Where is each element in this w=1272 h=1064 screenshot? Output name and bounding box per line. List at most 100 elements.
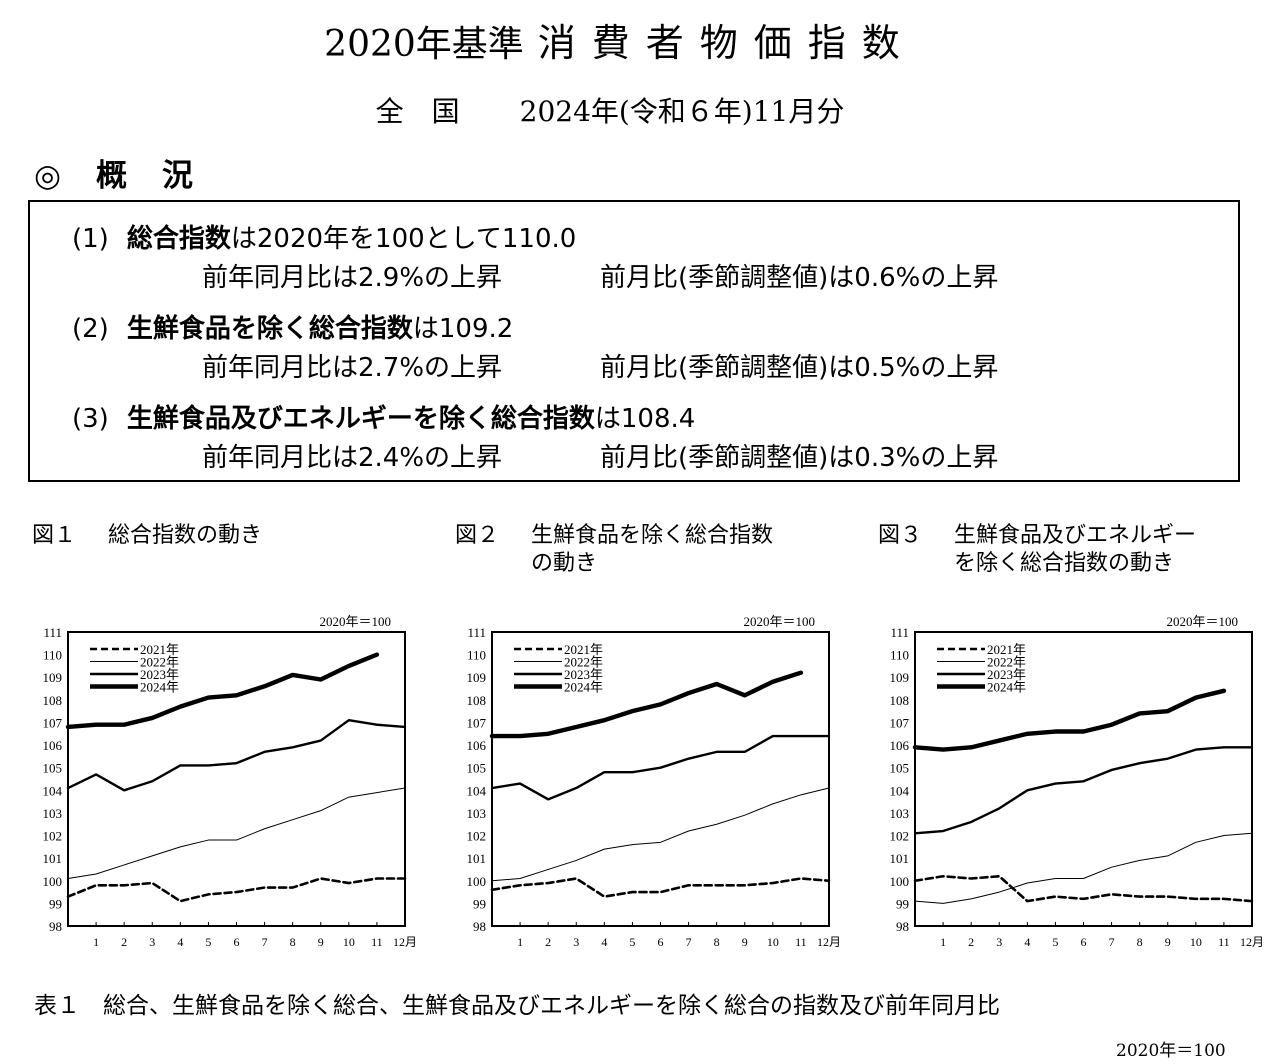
figure-title: 生鮮食品及びエネルギー [954,523,1197,548]
x-tick-label: 9 [318,935,324,949]
series-line-2022年 [914,832,1253,904]
x-tick-label: 1 [517,935,523,949]
figure-title: 総合指数の動き [108,523,263,548]
chart-figure-2: 9899100101102103104105106107108109110111… [467,614,842,949]
page-subtitle: 全 国 2024年(令和６年)11月分 [0,90,1220,130]
y-tick-label: 102 [43,829,63,844]
legend-label: 2024年 [564,680,603,695]
legend-label: 2023年 [987,667,1026,682]
summary-mom-1: 前月比(季節調整値)は0.6%の上昇 [600,263,999,293]
item-value: は108.4 [594,404,696,434]
y-tick-label: 107 [890,715,910,730]
item-number: (1) [72,224,109,254]
y-tick-label: 103 [467,806,487,821]
legend-label: 2023年 [564,667,603,682]
y-tick-label: 98 [896,919,909,934]
x-tick-label: 6 [1081,935,1087,949]
y-tick-label: 106 [890,738,910,753]
item-number: (2) [72,314,109,344]
x-tick-label: 2 [545,935,551,949]
x-tick-label: 7 [262,935,268,949]
item-label: 生鮮食品及びエネルギーを除く総合指数 [126,404,595,434]
y-tick-label: 110 [890,648,909,663]
y-tick-label: 104 [43,783,63,798]
item-value: は109.2 [412,314,514,344]
x-tick-label: 4 [601,935,607,949]
x-tick-label: 4 [177,935,183,949]
y-tick-label: 101 [467,851,487,866]
plot-frame [914,631,1253,927]
y-tick-label: 105 [890,761,910,776]
y-tick-label: 102 [890,829,910,844]
y-tick-label: 103 [43,806,63,821]
x-tick-label: 3 [996,935,1002,949]
series-line-2023年 [66,718,407,792]
item-number: (3) [72,404,109,434]
legend-label: 2023年 [140,667,179,682]
page-title: 2020年基準 消費者物価指数 [0,12,1240,67]
overview-heading: ◎ 概 況 [34,158,196,194]
y-tick-label: 106 [467,738,487,753]
y-tick-label: 103 [890,806,910,821]
y-tick-label: 108 [890,693,910,708]
subtitle-region: 全 国 [375,95,460,128]
legend-label: 2021年 [564,642,603,657]
x-tick-label: 3 [149,935,155,949]
unit-note: 2020年＝100 [743,614,815,629]
y-tick-label: 100 [890,874,910,889]
x-tick-label: 1 [93,935,99,949]
y-tick-label: 110 [43,648,62,663]
title-main: 消費者物価指数 [537,21,916,65]
series-line-2024年 [489,670,804,739]
figure-title-cont: の動き [531,551,598,576]
x-tick-label: 10 [767,935,779,949]
title-prefix: 2020年基準 [324,24,524,65]
y-tick-label: 109 [890,670,910,685]
y-tick-label: 109 [467,670,487,685]
summary-mom-2: 前月比(季節調整値)は0.5%の上昇 [600,353,999,383]
legend-label: 2021年 [140,642,179,657]
y-tick-label: 104 [890,783,910,798]
x-tick-label: 7 [1109,935,1115,949]
x-tick-label: 9 [742,935,748,949]
x-tick-label: 8 [714,935,720,949]
y-tick-label: 111 [890,625,909,640]
y-tick-label: 98 [473,919,486,934]
x-tick-label: 3 [573,935,579,949]
unit-note: 2020年＝100 [319,614,391,629]
item-label: 生鮮食品を除く総合指数 [126,314,413,344]
x-tick-label: 2 [968,935,974,949]
x-tick-label: 2 [121,935,127,949]
y-tick-label: 109 [43,670,63,685]
figure-number: 図２ [455,523,500,548]
x-tick-label: 8 [290,935,296,949]
legend-label: 2024年 [140,680,179,695]
summary-item-2: (2) 生鮮食品を除く総合指数は109.2 [72,308,513,345]
summary-yoy-2: 前年同月比は2.7%の上昇 [202,353,503,383]
y-tick-label: 107 [467,715,487,730]
item-value: は2020年を100として110.0 [230,224,577,254]
x-tick-label: 12月 [1240,935,1264,949]
y-tick-label: 108 [43,693,63,708]
series-line-2023年 [490,734,831,801]
chart-figure-1: 9899100101102103104105106107108109110111… [43,614,418,949]
y-tick-label: 107 [43,715,63,730]
y-tick-label: 108 [467,693,487,708]
figure-1-caption: 図１ 総合指数の動き [32,522,262,550]
x-tick-label: 8 [1137,935,1143,949]
x-tick-label: 5 [629,935,635,949]
figure-3-caption: 図３ 生鮮食品及びエネルギー を除く総合指数の動き [878,522,1196,578]
x-tick-label: 5 [205,935,211,949]
summary-yoy-1: 前年同月比は2.9%の上昇 [202,263,503,293]
summary-box: (1) 総合指数は2020年を100として110.0 前年同月比は2.9%の上昇 … [28,200,1240,482]
x-tick-label: 1 [940,935,946,949]
x-tick-label: 6 [658,935,664,949]
x-tick-label: 6 [234,935,240,949]
item-label: 総合指数 [126,224,231,254]
y-tick-label: 101 [890,851,910,866]
figure-number: 図１ [32,523,77,548]
x-tick-label: 11 [795,935,807,949]
figure-title-cont: を除く総合指数の動き [954,551,1175,576]
legend-label: 2024年 [987,680,1026,695]
y-tick-label: 100 [43,874,63,889]
